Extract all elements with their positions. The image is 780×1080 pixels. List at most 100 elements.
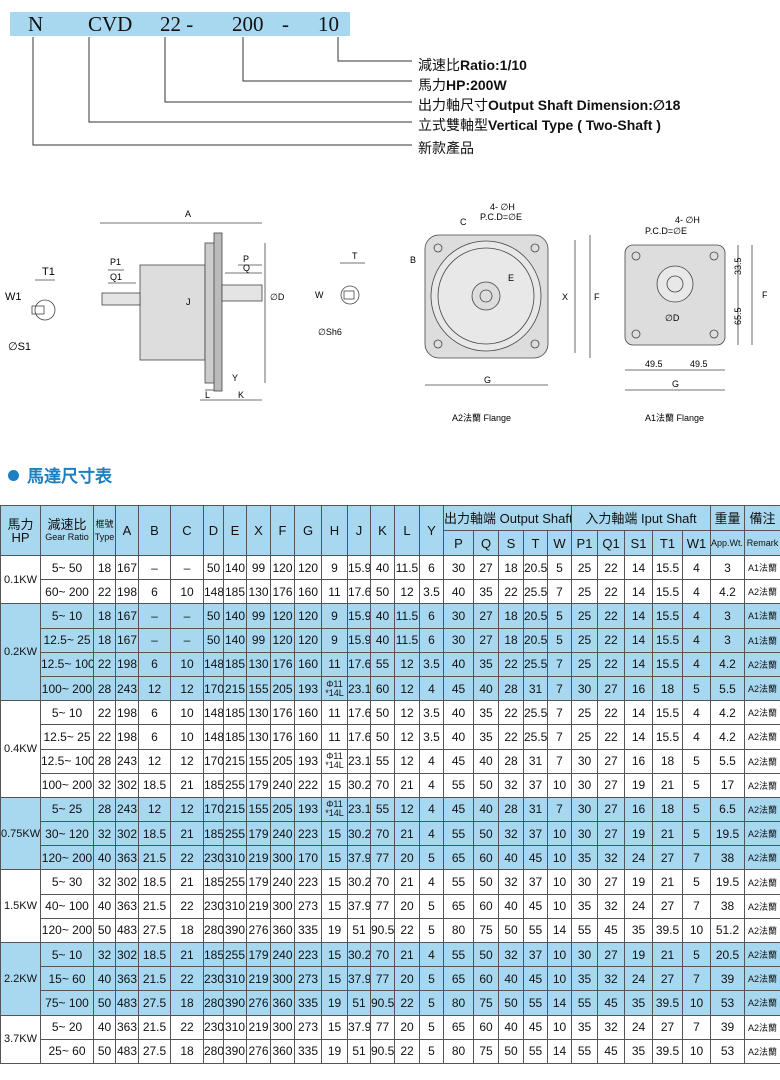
table-cell: 280	[203, 917, 224, 944]
table-cell: 4	[682, 627, 711, 653]
table-cell: 17.66	[347, 579, 371, 605]
table-cell: 40	[473, 796, 499, 823]
table-cell: 15.98	[347, 554, 371, 581]
table-cell: 28	[498, 675, 524, 702]
table-cell: –	[138, 554, 171, 581]
table-cell: 30	[571, 796, 598, 823]
table-cell: 50	[203, 603, 224, 629]
table-cell: –	[138, 627, 171, 653]
table-cell: 22	[394, 917, 420, 944]
table-cell: 10	[547, 1014, 572, 1040]
table-cell: 12	[170, 796, 204, 823]
table-cell: 130	[246, 651, 271, 677]
table-cell: 155	[246, 796, 271, 823]
table-cell: A2法蘭	[744, 893, 780, 919]
table-cell: 176	[270, 651, 295, 677]
table-cell: 21	[170, 941, 204, 968]
table-cell: 27.5	[138, 990, 171, 1016]
table-cell: 148	[203, 651, 224, 677]
table-row: 1.5KW 5~ 30 32 302 18.5 21 185 255 179 240 223 15 30…	[0, 869, 780, 943]
table-cell: A2法蘭	[744, 651, 780, 677]
header-hp: 馬力 HP	[0, 505, 41, 556]
table-cell: 50	[93, 990, 116, 1016]
table-cell: 24	[624, 1014, 653, 1040]
table-cell: 17.66	[347, 724, 371, 750]
table-cell: 363	[115, 893, 139, 919]
table-cell: 28	[93, 796, 116, 823]
table-cell: 40~ 100	[40, 893, 94, 919]
table-cell: 19	[624, 821, 653, 847]
table-cell: 17	[710, 772, 745, 798]
table-cell: 198	[115, 579, 139, 605]
table-cell: 12	[394, 675, 420, 702]
table-cell: 16	[624, 675, 653, 702]
legend-ratio: 減速比Ratio:1/10	[418, 57, 527, 73]
table-cell: 12	[170, 748, 204, 774]
table-cell: 28	[93, 748, 116, 774]
table-cell: 120~ 200	[40, 917, 94, 944]
table-cell: 7	[547, 651, 572, 677]
table-cell: 17.66	[347, 651, 371, 677]
hp-cell: 3.7KW	[0, 1014, 41, 1064]
table-cell: 302	[115, 821, 139, 847]
table-cell: 5	[419, 1038, 444, 1064]
table-cell: 22	[93, 700, 116, 726]
table-cell: 55	[443, 772, 474, 798]
table-cell: 21.5	[138, 1014, 171, 1040]
table-cell: 10	[547, 941, 572, 968]
table-cell: 21	[394, 941, 420, 968]
table-cell: 90.5	[370, 990, 395, 1016]
table-cell: A2法蘭	[744, 990, 780, 1016]
table-cell: 5~ 10	[40, 941, 94, 968]
svg-text:J: J	[186, 297, 191, 307]
table-cell: 10	[170, 700, 204, 726]
table-cell: 25	[571, 603, 598, 629]
table-cell: 243	[115, 675, 139, 702]
table-cell: 60	[370, 675, 395, 702]
table-cell: 21	[652, 821, 683, 847]
table-cell: 19	[321, 990, 348, 1016]
table-cell: A2法蘭	[744, 966, 780, 992]
table-cell: 160	[294, 579, 322, 605]
table-cell: 120	[270, 627, 295, 653]
table-cell: 193	[294, 748, 322, 774]
table-cell: 14	[624, 700, 653, 726]
table-cell: 60	[473, 1014, 499, 1040]
table-cell: 27	[652, 893, 683, 919]
table-cell: 37	[523, 941, 548, 968]
svg-text:P.C.D=∅E: P.C.D=∅E	[480, 212, 522, 222]
table-cell: 28	[93, 675, 116, 702]
table-cell: 148	[203, 724, 224, 750]
table-cell: A2法蘭	[744, 1038, 780, 1064]
table-cell: 45	[597, 1038, 625, 1064]
svg-text:49.5: 49.5	[690, 359, 708, 369]
table-cell: 70	[370, 869, 395, 895]
table-cell: Φ11 *14L	[321, 796, 348, 823]
svg-text:L: L	[205, 390, 210, 400]
table-cell: 9	[321, 554, 348, 581]
table-cell: 7	[547, 579, 572, 605]
table-cell: 24	[624, 966, 653, 992]
table-cell: 31	[523, 796, 548, 823]
table-cell: 310	[223, 966, 247, 992]
header-gear-ratio: 減速比 Gear Ratio	[40, 505, 94, 556]
table-cell: 7	[547, 748, 572, 774]
table-cell: 20	[394, 1014, 420, 1040]
table-cell: 4	[682, 651, 711, 677]
table-cell: 30.22	[347, 772, 371, 798]
table-cell: 50	[93, 1038, 116, 1064]
table-cell: 50	[473, 821, 499, 847]
table-cell: 300	[270, 893, 295, 919]
table-cell: 310	[223, 1014, 247, 1040]
table-cell: 4	[419, 748, 444, 774]
table-cell: 4.2	[710, 651, 745, 677]
table-cell: 12	[138, 748, 171, 774]
table-cell: 27.5	[138, 917, 171, 944]
table-cell: 10	[170, 651, 204, 677]
table-cell: 70	[370, 821, 395, 847]
svg-text:33.5: 33.5	[733, 257, 743, 275]
table-cell: 6	[138, 724, 171, 750]
table-cell: 32	[93, 821, 116, 847]
table-cell: 7	[547, 675, 572, 702]
table-cell: A2法蘭	[744, 941, 780, 968]
